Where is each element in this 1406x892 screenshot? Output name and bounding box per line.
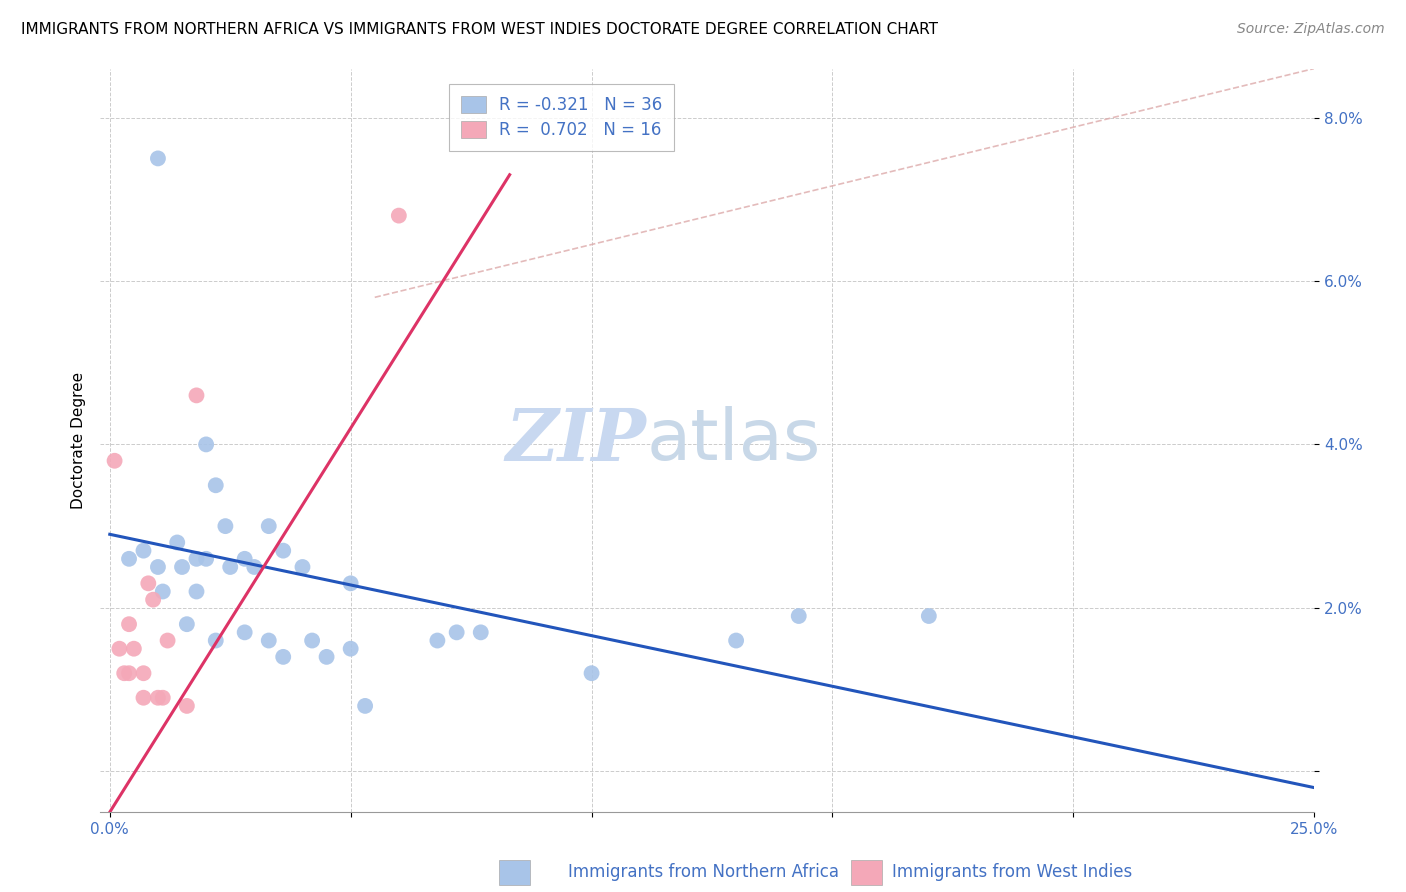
Point xyxy=(195,551,218,566)
Point xyxy=(108,641,131,656)
Point xyxy=(271,543,294,558)
Point xyxy=(339,641,361,656)
Point xyxy=(219,560,242,574)
Point xyxy=(243,560,266,574)
Point xyxy=(122,641,145,656)
Point xyxy=(166,535,188,549)
Point xyxy=(470,625,492,640)
Point xyxy=(146,690,169,705)
Point xyxy=(257,633,280,648)
Point xyxy=(426,633,449,648)
Point xyxy=(301,633,323,648)
Point xyxy=(725,633,748,648)
Point xyxy=(446,625,468,640)
Point xyxy=(339,576,361,591)
Point xyxy=(233,625,256,640)
Point xyxy=(233,551,256,566)
Point xyxy=(204,633,226,648)
Point xyxy=(581,666,603,681)
Point xyxy=(186,551,208,566)
Point xyxy=(132,543,155,558)
Text: Source: ZipAtlas.com: Source: ZipAtlas.com xyxy=(1237,22,1385,37)
Point xyxy=(315,649,337,664)
Point xyxy=(204,478,226,492)
Point xyxy=(918,609,941,624)
Point xyxy=(118,551,141,566)
Point xyxy=(156,633,179,648)
Point xyxy=(176,698,198,713)
Point xyxy=(132,690,155,705)
Point xyxy=(118,617,141,632)
Point xyxy=(176,617,198,632)
Point xyxy=(186,388,208,402)
Point xyxy=(291,560,314,574)
Text: Immigrants from Northern Africa: Immigrants from Northern Africa xyxy=(568,863,838,881)
Text: Immigrants from West Indies: Immigrants from West Indies xyxy=(893,863,1132,881)
Point xyxy=(214,519,236,533)
Y-axis label: Doctorate Degree: Doctorate Degree xyxy=(72,372,86,509)
Point xyxy=(388,209,411,223)
Point xyxy=(257,519,280,533)
Point xyxy=(170,560,193,574)
Point xyxy=(103,454,125,468)
Point xyxy=(146,560,169,574)
Point xyxy=(787,609,810,624)
Point xyxy=(146,152,169,166)
Point xyxy=(152,690,174,705)
Point xyxy=(132,666,155,681)
Point xyxy=(142,592,165,607)
Point xyxy=(186,584,208,599)
Point xyxy=(195,437,218,451)
Text: ZIP: ZIP xyxy=(506,405,647,475)
Point xyxy=(136,576,159,591)
Text: atlas: atlas xyxy=(647,406,821,475)
Text: IMMIGRANTS FROM NORTHERN AFRICA VS IMMIGRANTS FROM WEST INDIES DOCTORATE DEGREE : IMMIGRANTS FROM NORTHERN AFRICA VS IMMIG… xyxy=(21,22,938,37)
Point xyxy=(112,666,135,681)
Point xyxy=(354,698,377,713)
Legend: R = -0.321   N = 36, R =  0.702   N = 16: R = -0.321 N = 36, R = 0.702 N = 16 xyxy=(449,84,673,151)
Point xyxy=(271,649,294,664)
Point xyxy=(118,666,141,681)
Point xyxy=(152,584,174,599)
